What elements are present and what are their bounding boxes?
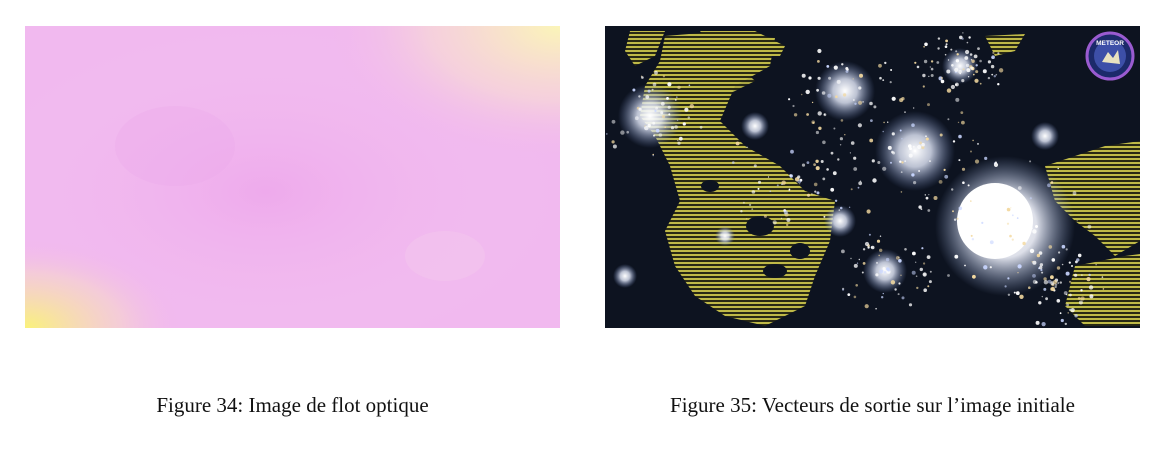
- meteor-logo: METEOR: [1085, 31, 1135, 81]
- city-lights: [613, 48, 1075, 296]
- light-speckles: [606, 32, 1105, 327]
- flow-vectors-image: METEOR: [605, 26, 1140, 328]
- optical-flow-image: [25, 26, 560, 328]
- meteor-logo-text: METEOR: [1096, 40, 1124, 47]
- flow-vector-regions: [625, 31, 1140, 326]
- figure-34-caption: Figure 34: Image de flot optique: [156, 393, 429, 417]
- figure-35-caption: Figure 35: Vecteurs de sortie sur l’imag…: [670, 393, 1075, 417]
